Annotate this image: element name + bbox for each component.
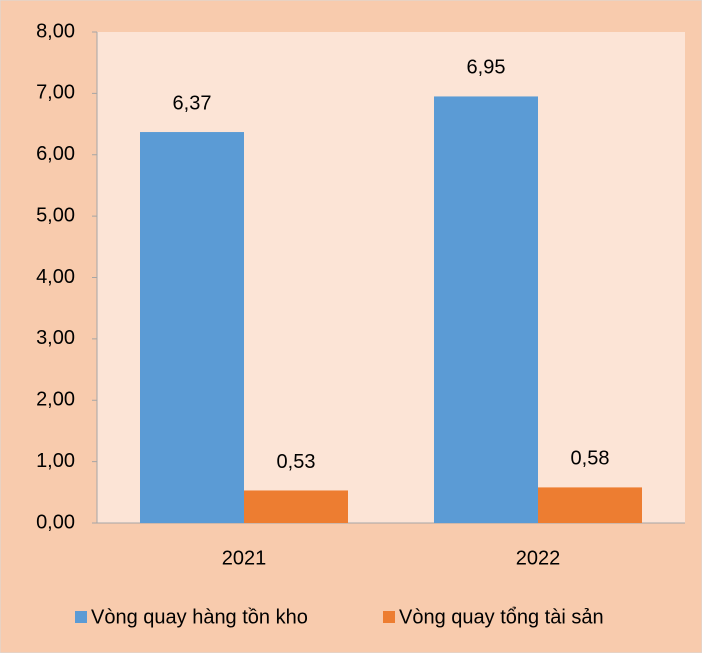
bar: [140, 132, 244, 523]
y-tick-label: 7,00: [36, 82, 75, 104]
y-tick-label: 6,00: [36, 143, 75, 165]
legend-swatch: [383, 611, 395, 623]
legend-label: Vòng quay tổng tài sản: [399, 606, 604, 628]
x-tick-label: 2022: [516, 547, 561, 569]
legend-label: Vòng quay hàng tồn kho: [91, 606, 308, 628]
y-tick-label: 8,00: [36, 20, 75, 42]
bar: [244, 490, 348, 523]
bar: [434, 96, 538, 523]
y-tick-label: 3,00: [36, 327, 75, 349]
data-label: 0,53: [277, 451, 316, 473]
y-tick-label: 1,00: [36, 450, 75, 472]
data-label: 6,95: [467, 57, 506, 79]
y-tick-label: 0,00: [36, 511, 75, 533]
legend-swatch: [75, 611, 87, 623]
data-label: 0,58: [571, 448, 610, 470]
x-tick-label: 2021: [222, 547, 267, 569]
y-tick-label: 2,00: [36, 389, 75, 411]
y-tick-label: 4,00: [36, 266, 75, 288]
bar: [538, 487, 642, 523]
data-label: 6,37: [173, 92, 212, 114]
y-tick-label: 5,00: [36, 204, 75, 226]
